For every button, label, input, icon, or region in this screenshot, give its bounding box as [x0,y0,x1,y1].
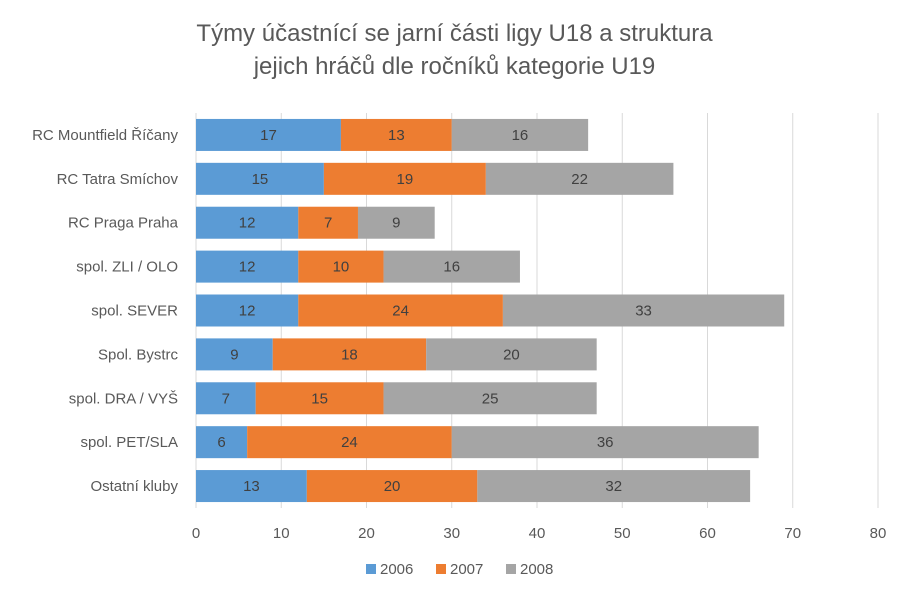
data-label: 7 [324,215,332,232]
chart-title-line-2: jejich hráčů dle ročníků kategorie U19 [253,53,656,80]
data-label: 15 [311,390,328,407]
bar-segment [383,250,520,283]
x-tick-label: 80 [870,525,887,542]
legend-swatch [436,564,446,574]
bar-segment [196,118,341,151]
legend-label: 2006 [380,561,413,578]
legend-label: 2007 [450,561,483,578]
bar-segment [477,470,751,503]
data-label: 25 [482,390,499,407]
data-label: 24 [392,303,409,320]
data-label: 18 [341,346,358,363]
bar-segment [306,470,478,503]
bar-segment [451,426,759,459]
bar-segment [502,294,785,327]
bar-segment [426,338,597,371]
x-tick-label: 30 [443,525,460,542]
data-label: 24 [341,434,358,451]
data-label: 20 [384,478,401,495]
bar-segment [451,118,589,151]
chart-title-line-1: Týmy účastnící se jarní části ligy U18 a… [196,20,713,47]
legend-swatch [366,564,376,574]
data-label: 12 [239,259,256,276]
bar-segment [196,162,324,195]
bar-segment [196,294,299,327]
category-label: spol. ZLI / OLO [76,259,178,276]
data-label: 12 [239,303,256,320]
data-label: 7 [222,390,230,407]
bar-segment [255,382,384,415]
bar-segment [383,382,597,415]
x-tick-label: 10 [273,525,290,542]
data-label: 13 [243,478,260,495]
bar-segment [485,162,674,195]
category-label: spol. PET/SLA [80,434,178,451]
bar-segment [298,250,384,283]
data-label: 15 [252,171,269,188]
data-label: 12 [239,215,256,232]
data-label: 9 [230,346,238,363]
bar-segment [247,426,452,459]
bar-segment [196,338,273,371]
bar-segment [196,250,299,283]
data-label: 17 [260,127,277,144]
data-label: 22 [571,171,588,188]
legend-label: 2008 [520,561,553,578]
data-label: 20 [503,346,520,363]
data-label: 6 [217,434,225,451]
bar-segment [272,338,427,371]
data-label: 16 [512,127,529,144]
data-label: 10 [333,259,350,276]
bar-segment [196,470,307,503]
bar-segment [340,118,452,151]
data-label: 16 [443,259,460,276]
data-label: 33 [635,303,652,320]
bar-segment [196,206,299,239]
category-label: spol. SEVER [91,303,178,320]
bar-segment [323,162,486,195]
category-label: spol. DRA / VYŠ [69,390,178,407]
bar-segment [298,206,358,239]
legend-swatch [506,564,516,574]
x-tick-label: 20 [358,525,375,542]
data-label: 9 [392,215,400,232]
category-label: RC Praga Praha [68,215,179,232]
data-label: 19 [397,171,414,188]
x-tick-label: 40 [529,525,546,542]
data-label: 32 [605,478,622,495]
x-tick-label: 50 [614,525,631,542]
category-label: Spol. Bystrc [98,346,179,363]
category-label: RC Mountfield Říčany [32,127,178,144]
category-label: Ostatní kluby [90,478,178,495]
category-label: RC Tatra Smíchov [57,171,179,188]
data-label: 36 [597,434,614,451]
data-label: 13 [388,127,405,144]
x-tick-label: 70 [784,525,801,542]
bar-segment [298,294,503,327]
bar-segment [196,426,248,459]
bar-segment [196,382,256,415]
bar-segment [357,206,435,239]
x-tick-label: 60 [699,525,716,542]
x-tick-label: 0 [192,525,200,542]
